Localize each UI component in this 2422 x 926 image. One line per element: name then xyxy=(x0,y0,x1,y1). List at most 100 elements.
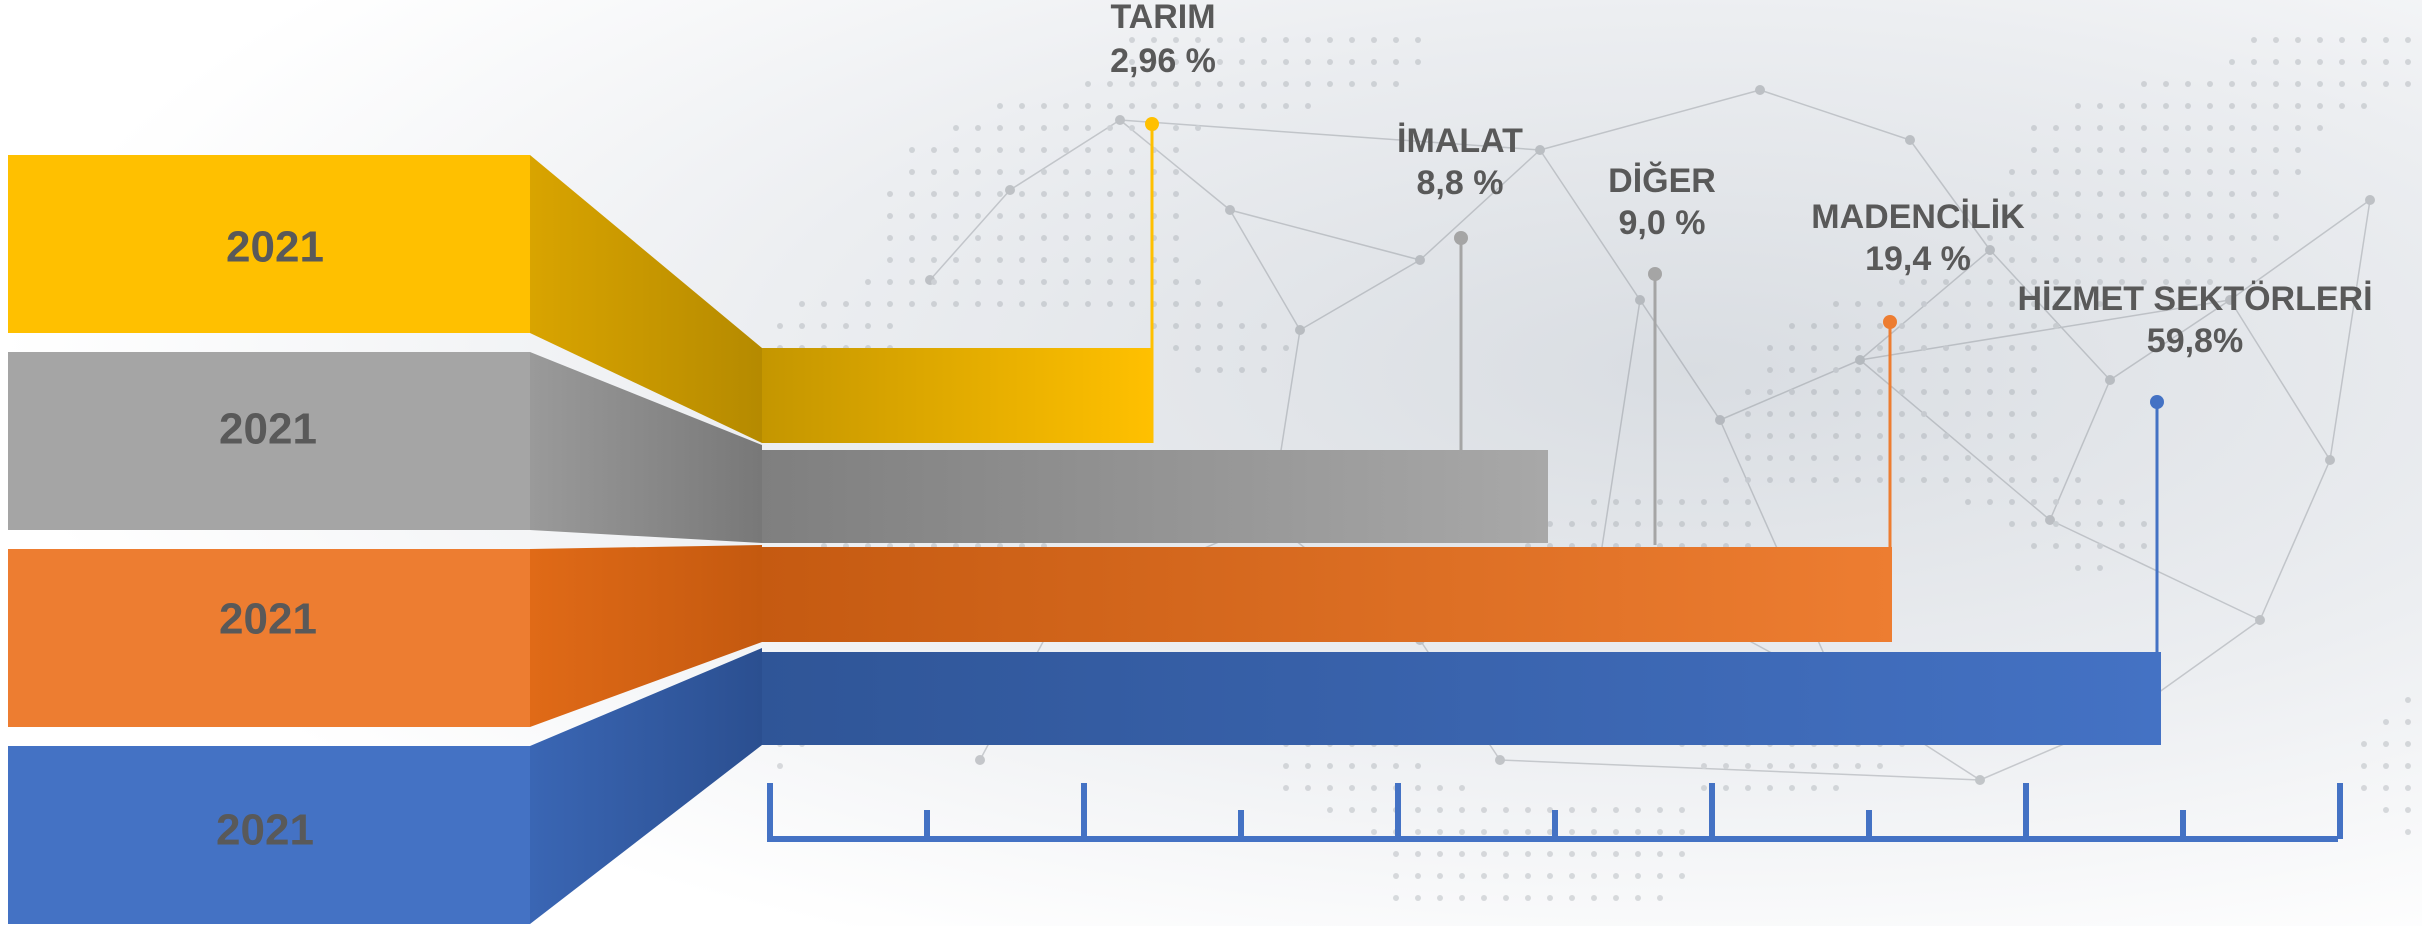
map-dot xyxy=(2405,59,2411,65)
map-dot xyxy=(2141,279,2147,285)
map-dot xyxy=(1107,125,1113,131)
network-edge xyxy=(1759,89,1911,141)
network-node xyxy=(2225,295,2235,305)
map-dot xyxy=(2009,235,2015,241)
map-dot xyxy=(2295,103,2301,109)
map-dot xyxy=(1195,301,1201,307)
map-dot xyxy=(1745,521,1751,527)
map-dot xyxy=(975,257,981,263)
map-dot xyxy=(2383,807,2389,813)
value-label-imalat: 8,8 % xyxy=(1417,164,1504,202)
map-dot xyxy=(1877,433,1883,439)
map-dot xyxy=(1173,59,1179,65)
map-dot xyxy=(843,301,849,307)
map-dot xyxy=(1987,345,1993,351)
map-dot xyxy=(1855,323,1861,329)
map-dot xyxy=(953,213,959,219)
map-dot xyxy=(2317,59,2323,65)
map-dot xyxy=(2119,191,2125,197)
map-dot xyxy=(2119,213,2125,219)
bar-tarim xyxy=(762,348,1152,443)
map-dot xyxy=(1327,59,1333,65)
map-dot xyxy=(1745,499,1751,505)
map-dot xyxy=(2031,213,2037,219)
map-dot xyxy=(997,257,1003,263)
map-dot xyxy=(1965,499,1971,505)
map-dot xyxy=(2031,499,2037,505)
map-dot xyxy=(1085,301,1091,307)
map-dot xyxy=(1019,147,1025,153)
map-dot xyxy=(777,763,783,769)
map-dot xyxy=(1811,389,1817,395)
map-dot xyxy=(1921,345,1927,351)
map-dot xyxy=(1283,59,1289,65)
map-dot xyxy=(2075,235,2081,241)
map-dot xyxy=(1569,873,1575,879)
map-dot xyxy=(2141,521,2147,527)
network-edge xyxy=(1719,359,1861,421)
map-dot xyxy=(1591,895,1597,901)
map-dot xyxy=(1393,37,1399,43)
map-dot xyxy=(2053,257,2059,263)
map-dot xyxy=(2229,169,2235,175)
map-dot xyxy=(1723,499,1729,505)
map-dot xyxy=(1085,125,1091,131)
map-dot xyxy=(2119,499,2125,505)
map-dot xyxy=(2141,257,2147,263)
map-dot xyxy=(2141,191,2147,197)
leader-marker-3 xyxy=(1883,315,1897,329)
map-dot xyxy=(1899,477,1905,483)
map-dot xyxy=(1261,367,1267,373)
map-dot xyxy=(777,323,783,329)
map-dot xyxy=(2009,191,2015,197)
map-dot xyxy=(975,147,981,153)
map-dot xyxy=(2119,103,2125,109)
map-dot xyxy=(2207,103,2213,109)
map-dot xyxy=(2185,169,2191,175)
map-dot xyxy=(1965,411,1971,417)
map-dot xyxy=(1987,279,1993,285)
network-node xyxy=(1755,85,1765,95)
map-dot xyxy=(2009,411,2015,417)
network-edge xyxy=(2259,459,2331,621)
map-dot xyxy=(1701,499,1707,505)
map-dot xyxy=(1107,147,1113,153)
map-dot xyxy=(2075,499,2081,505)
map-dot xyxy=(1371,81,1377,87)
map-dot xyxy=(1899,323,1905,329)
network-edge xyxy=(1599,299,1641,561)
network-node xyxy=(2365,195,2375,205)
map-dot xyxy=(1349,807,1355,813)
map-dot xyxy=(1679,807,1685,813)
map-dot xyxy=(1987,411,1993,417)
map-dot xyxy=(1921,389,1927,395)
map-dot xyxy=(1481,873,1487,879)
map-dot xyxy=(1019,213,1025,219)
map-dot xyxy=(2075,279,2081,285)
map-dot xyxy=(1503,829,1509,835)
map-dot xyxy=(1965,301,1971,307)
map-dot xyxy=(2053,169,2059,175)
map-dot xyxy=(1459,785,1465,791)
map-dot xyxy=(1129,235,1135,241)
network-edge xyxy=(2229,299,2331,461)
map-dot xyxy=(1217,301,1223,307)
map-dot xyxy=(931,301,937,307)
map-dot xyxy=(2119,125,2125,131)
map-dot xyxy=(2207,235,2213,241)
map-dot xyxy=(909,257,915,263)
map-dot xyxy=(1195,81,1201,87)
map-dot xyxy=(1217,367,1223,373)
map-dot xyxy=(1283,37,1289,43)
map-dot xyxy=(2339,37,2345,43)
map-dot xyxy=(1679,521,1685,527)
map-dot xyxy=(1679,873,1685,879)
map-dot xyxy=(2207,191,2213,197)
map-dot xyxy=(1833,411,1839,417)
map-dot xyxy=(1855,389,1861,395)
map-dot xyxy=(1107,235,1113,241)
map-dot xyxy=(2031,279,2037,285)
leader-marker-0 xyxy=(1145,117,1159,131)
map-dot xyxy=(2405,37,2411,43)
